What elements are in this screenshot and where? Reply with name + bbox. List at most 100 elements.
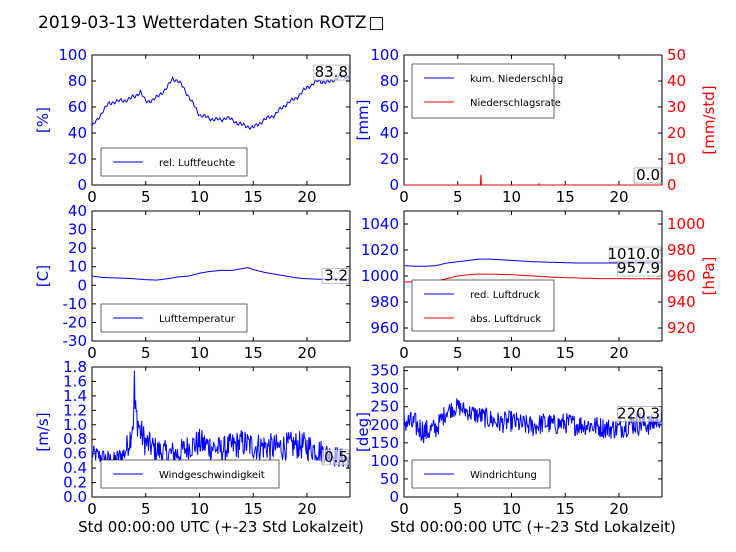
y-tick-label: 350	[370, 362, 399, 380]
last-value-box	[321, 449, 350, 466]
legend: red. Luftdruck abs. Luftdruck	[411, 279, 555, 332]
last-value-label: 3.2	[324, 266, 348, 284]
y-tick-label: 0.0	[63, 488, 87, 506]
legend-label: rel. Luftfeuchte	[159, 158, 235, 169]
y-tick-label: 1.2	[63, 401, 87, 419]
y-tick-label: 20	[68, 150, 87, 168]
y-tick-label: 40	[68, 202, 87, 220]
x-axis-label: Std 00:00:00 UTC (+-23 Std Lokalzeit)	[78, 518, 364, 536]
x-tick-label: 10	[502, 344, 521, 362]
y-axis-label: [mm]	[354, 100, 372, 141]
x-tick-label: 0	[87, 500, 97, 518]
plot-frame	[91, 54, 351, 186]
legend-label: Windgeschwindigkeit	[159, 470, 265, 481]
y-tick-label: 0	[389, 176, 399, 194]
y-tick-label: 100	[370, 452, 399, 470]
y-tick-label: 100	[58, 46, 87, 64]
plot-frame	[403, 366, 663, 498]
x-tick-label: 0	[399, 188, 409, 206]
y-tick-label: 1040	[361, 215, 399, 233]
y2-tick-label: 960	[667, 267, 696, 285]
y-tick-label: 0.8	[63, 430, 87, 448]
x-tick-label: 10	[190, 344, 209, 362]
y-tick-label: 150	[370, 434, 399, 452]
y-tick-label: 1.6	[63, 372, 87, 390]
y-tick-label: 0	[389, 488, 399, 506]
series-line-rel-luftfeuchte	[91, 73, 351, 131]
y-tick-label: -20	[63, 313, 88, 331]
y-tick-label: 1020	[361, 241, 399, 259]
last-value-box	[633, 167, 662, 184]
y2-tick-label: 980	[667, 241, 696, 259]
last-value-label: 220.3	[617, 405, 660, 423]
x-tick-label: 5	[453, 188, 463, 206]
last-value-label: 0.5	[324, 448, 348, 466]
last-value-box	[313, 64, 350, 81]
legend-label: red. Luftdruck	[470, 290, 540, 301]
legend-label: Lufttemperatur	[159, 314, 236, 325]
chart-panel-humidity: 0 5 10 15 20 0 20 40 60 80 100 [%] 83.8 rel. Luftfeuc…	[34, 46, 351, 206]
last-value-label: 83.8	[315, 63, 348, 81]
legend-label: Niederschlagsrate	[470, 98, 561, 109]
y-tick-label: 300	[370, 380, 399, 398]
y2-tick-label: 40	[667, 72, 686, 90]
y-tick-label: 20	[68, 239, 87, 257]
y-tick-label: 80	[68, 72, 87, 90]
y-tick-label: 0.4	[63, 459, 87, 477]
series-line-windgeschwindigkeit	[91, 370, 351, 469]
y-tick-label: 100	[370, 46, 399, 64]
y2-tick-label: 10	[667, 150, 686, 168]
y-tick-label: 50	[380, 470, 399, 488]
y2-tick-label: 940	[667, 293, 696, 311]
y-tick-label: 0	[77, 276, 87, 294]
x-tick-label: 5	[141, 188, 151, 206]
y-tick-label: 1.4	[63, 387, 87, 405]
x-tick-label: 5	[453, 500, 463, 518]
legend: Lufttemperatur	[100, 303, 248, 333]
y-tick-label: 960	[370, 319, 399, 337]
figure-title-glyph: □	[369, 13, 385, 33]
y-tick-label: -30	[63, 332, 88, 350]
x-tick-label: 20	[609, 344, 628, 362]
last-value-box	[321, 268, 350, 284]
x-tick-label: 20	[609, 188, 628, 206]
y2-tick-label: 20	[667, 124, 686, 142]
y2-axis-label: [hPa]	[700, 257, 718, 296]
series-line-niederschlagsrate	[404, 174, 662, 186]
last-value-label: 957.9	[617, 259, 660, 277]
y-tick-label: 980	[370, 293, 399, 311]
x-tick-label: 10	[502, 188, 521, 206]
x-tick-label: 15	[556, 188, 575, 206]
y-tick-label: 1000	[361, 267, 399, 285]
x-tick-label: 10	[502, 500, 521, 518]
legend: Windrichtung	[411, 459, 551, 489]
last-value-label: 1010.0	[608, 245, 661, 263]
x-tick-label: 0	[399, 344, 409, 362]
y-tick-label: 1.8	[63, 358, 87, 376]
legend: kum. Niederschlag Niederschlagsrate	[411, 63, 563, 119]
x-tick-label: 5	[141, 344, 151, 362]
legend-box	[411, 279, 555, 332]
x-tick-label: 5	[141, 500, 151, 518]
x-axis-label: Std 00:00:00 UTC (+-23 Std Lokalzeit)	[390, 518, 676, 536]
x-tick-label: 20	[297, 500, 316, 518]
y2-tick-label: 0	[667, 176, 677, 194]
y-tick-label: 0	[77, 176, 87, 194]
legend-label: kum. Niederschlag	[470, 74, 563, 85]
x-tick-label: 5	[453, 344, 463, 362]
last-value-box	[617, 406, 662, 422]
y-tick-label: 60	[380, 98, 399, 116]
y-tick-label: 200	[370, 416, 399, 434]
y-tick-label: 0.6	[63, 445, 87, 463]
y-tick-label: 20	[380, 150, 399, 168]
legend-box	[411, 63, 555, 119]
y-axis-label: [m/s]	[34, 412, 52, 451]
x-tick-label: 0	[87, 344, 97, 362]
last-value-label: 0.0	[636, 166, 660, 184]
y-tick-label: 40	[380, 124, 399, 142]
y2-tick-label: 1000	[667, 215, 705, 233]
figure-title: 2019-03-13 Wetterdaten Station ROTZ □	[38, 13, 385, 33]
chart-panel-precip: 0 5 10 15 20 0 20 40 60 80 100 0 10 20 30 40 50 [mm] [mm/s…	[354, 46, 718, 206]
